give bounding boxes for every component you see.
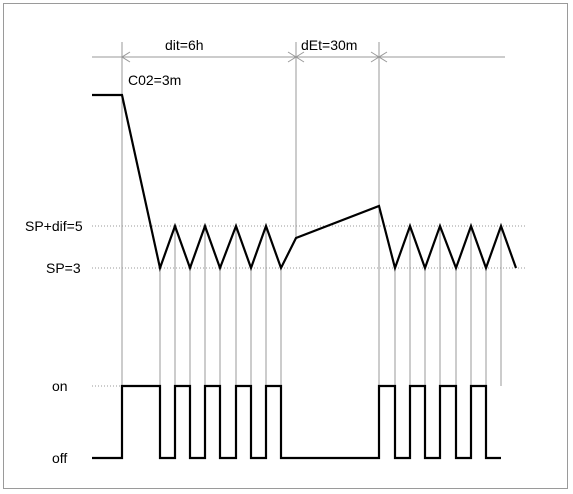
sp-dif-label: SP+dif=5 — [25, 218, 83, 234]
on-label: on — [52, 378, 68, 394]
output-trace — [92, 384, 501, 460]
diagram-frame — [3, 3, 568, 489]
c02-label: C02=3m — [128, 72, 181, 88]
dit-label: dit=6h — [165, 37, 204, 53]
sp-label: SP=3 — [46, 260, 81, 276]
det-label: dEt=30m — [301, 37, 357, 53]
temperature-trace — [92, 93, 518, 272]
dimension-line — [92, 51, 505, 63]
off-label: off — [52, 450, 67, 466]
